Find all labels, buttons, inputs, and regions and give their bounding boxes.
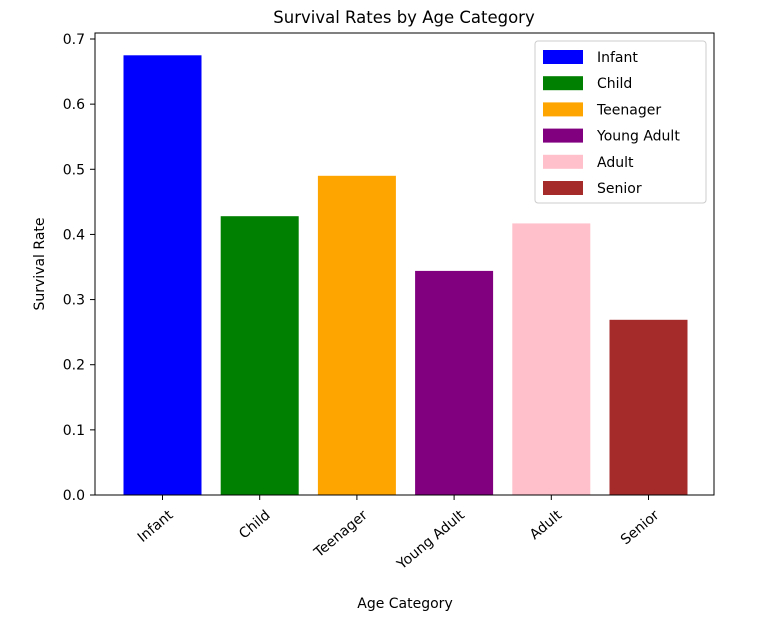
x-tick-label: Teenager bbox=[311, 507, 371, 561]
legend-swatch bbox=[543, 50, 583, 64]
x-tick-label: Child bbox=[236, 507, 273, 542]
bar-young-adult bbox=[415, 270, 494, 495]
y-tick-label: 0.0 bbox=[63, 488, 85, 504]
legend-label: Senior bbox=[597, 181, 642, 197]
x-tick-label: Young Adult bbox=[393, 507, 468, 573]
y-tick-label: 0.2 bbox=[63, 358, 85, 374]
y-axis-ticks: 0.0 0.1 0.2 0.3 0.4 0.5 0.6 0.7 bbox=[63, 32, 95, 504]
x-tick-label: Senior bbox=[618, 507, 663, 548]
legend-swatch bbox=[543, 154, 583, 169]
bar-infant bbox=[123, 55, 202, 496]
bar-teenager bbox=[317, 175, 396, 496]
legend-swatch bbox=[543, 102, 583, 117]
y-tick-label: 0.1 bbox=[63, 423, 85, 439]
bar-adult bbox=[512, 223, 591, 495]
y-axis-label: Survival Rate bbox=[32, 218, 48, 311]
x-axis-label: Age Category bbox=[357, 596, 452, 612]
y-tick-label: 0.5 bbox=[63, 162, 85, 178]
chart-title: Survival Rates by Age Category bbox=[273, 8, 535, 27]
legend-label: Young Adult bbox=[596, 129, 680, 145]
x-axis-ticks: Infant Child Teenager Young Adult Adult Senio… bbox=[135, 495, 663, 573]
bars-group bbox=[123, 55, 688, 496]
x-tick-label: Infant bbox=[135, 507, 177, 546]
y-tick-label: 0.6 bbox=[63, 97, 85, 113]
y-tick-label: 0.4 bbox=[63, 227, 85, 243]
x-tick-label: Adult bbox=[527, 507, 566, 543]
legend-swatch bbox=[543, 76, 583, 91]
legend-label: Adult bbox=[597, 155, 634, 171]
legend-swatch bbox=[543, 181, 583, 195]
y-tick-label: 0.3 bbox=[63, 293, 85, 309]
y-tick-label: 0.7 bbox=[63, 32, 85, 48]
legend-swatch bbox=[543, 128, 583, 143]
plot-frame bbox=[94, 32, 715, 496]
legend-label: Infant bbox=[597, 50, 638, 66]
legend-label: Teenager bbox=[596, 102, 661, 118]
bar-senior bbox=[609, 319, 688, 495]
legend: Infant Child Teenager Young Adult Adult Senio… bbox=[534, 40, 707, 204]
bar-child bbox=[220, 216, 299, 495]
legend-label: Child bbox=[597, 76, 632, 92]
